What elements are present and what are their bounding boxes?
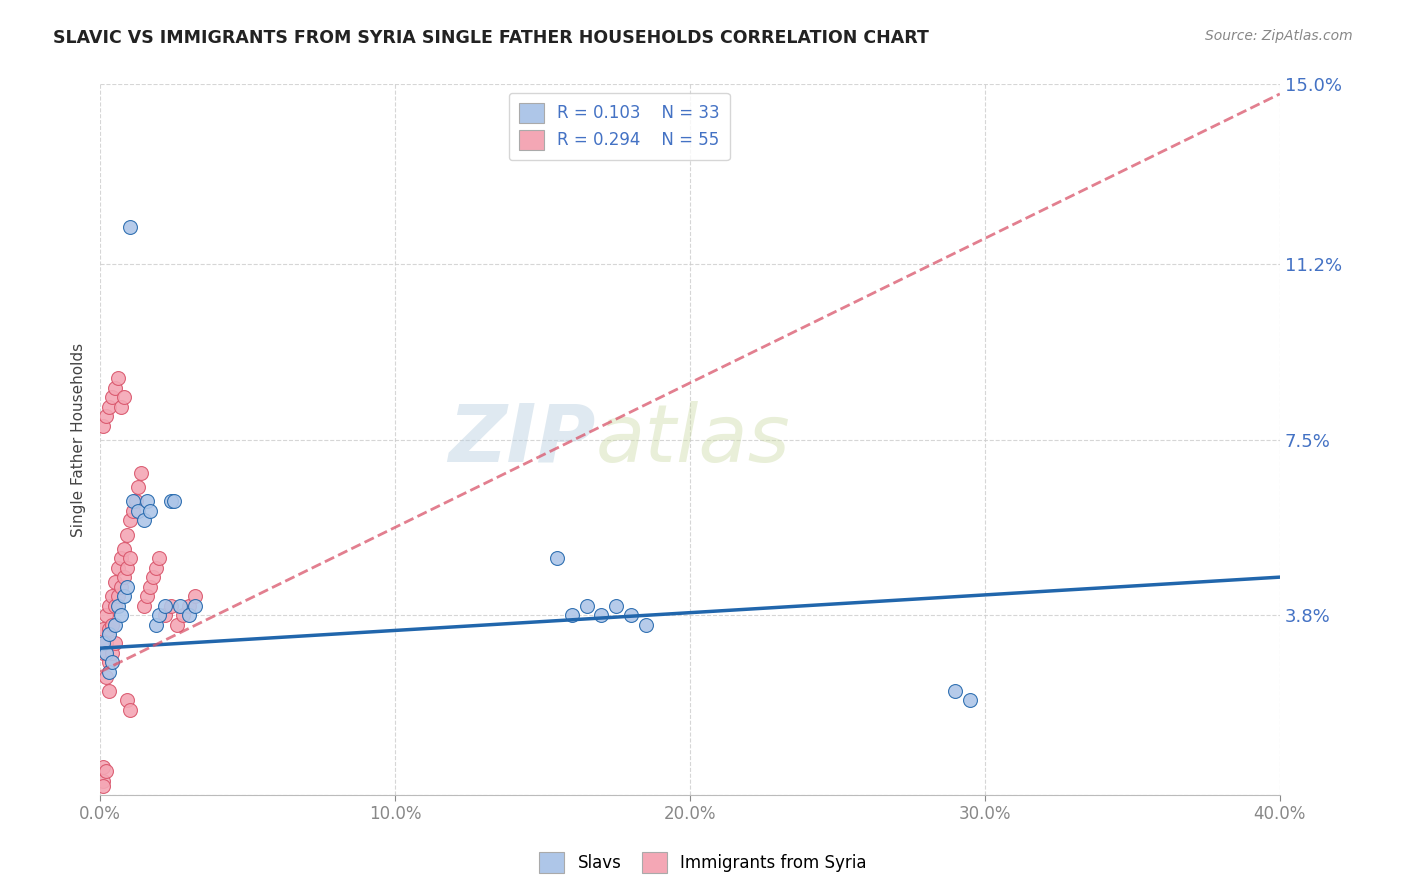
Point <box>177 608 200 623</box>
Point <box>160 599 183 613</box>
Text: atlas: atlas <box>596 401 790 479</box>
Point <box>104 617 127 632</box>
Text: ZIP: ZIP <box>449 401 596 479</box>
Point <box>112 390 135 404</box>
Point <box>115 693 138 707</box>
Point <box>575 599 598 613</box>
Point <box>134 599 156 613</box>
Legend: Slavs, Immigrants from Syria: Slavs, Immigrants from Syria <box>533 846 873 880</box>
Point <box>139 580 162 594</box>
Point <box>104 636 127 650</box>
Point <box>591 608 613 623</box>
Point <box>945 683 967 698</box>
Point <box>634 617 657 632</box>
Point <box>112 570 135 584</box>
Point <box>98 683 121 698</box>
Point <box>91 636 114 650</box>
Point <box>142 570 165 584</box>
Point <box>107 599 129 613</box>
Point <box>145 560 167 574</box>
Point <box>94 409 117 423</box>
Point <box>101 656 124 670</box>
Y-axis label: Single Father Households: Single Father Households <box>72 343 86 537</box>
Point <box>91 622 114 636</box>
Point <box>98 627 121 641</box>
Point <box>101 390 124 404</box>
Point <box>177 599 200 613</box>
Legend: R = 0.103    N = 33, R = 0.294    N = 55: R = 0.103 N = 33, R = 0.294 N = 55 <box>509 93 730 160</box>
Point <box>98 400 121 414</box>
Point <box>136 589 159 603</box>
Point <box>115 580 138 594</box>
Point <box>121 504 143 518</box>
Point <box>561 608 583 623</box>
Point <box>148 551 170 566</box>
Point <box>546 551 568 566</box>
Point <box>94 764 117 779</box>
Point <box>110 400 132 414</box>
Point <box>98 622 121 636</box>
Point <box>91 779 114 793</box>
Point <box>104 599 127 613</box>
Point <box>121 494 143 508</box>
Point <box>112 589 135 603</box>
Point <box>160 494 183 508</box>
Point <box>104 381 127 395</box>
Point <box>134 513 156 527</box>
Point <box>183 589 205 603</box>
Point <box>605 599 627 613</box>
Point <box>153 599 176 613</box>
Point <box>107 560 129 574</box>
Point <box>94 608 117 623</box>
Point <box>620 608 643 623</box>
Point <box>145 617 167 632</box>
Point <box>101 646 124 660</box>
Point <box>91 773 114 788</box>
Point <box>112 541 135 556</box>
Point <box>94 636 117 650</box>
Point <box>959 693 981 707</box>
Point <box>153 608 176 623</box>
Point <box>163 494 186 508</box>
Point <box>124 494 146 508</box>
Point <box>110 551 132 566</box>
Point <box>91 418 114 433</box>
Text: SLAVIC VS IMMIGRANTS FROM SYRIA SINGLE FATHER HOUSEHOLDS CORRELATION CHART: SLAVIC VS IMMIGRANTS FROM SYRIA SINGLE F… <box>53 29 929 46</box>
Point <box>172 608 194 623</box>
Point <box>115 560 138 574</box>
Point <box>107 589 129 603</box>
Point <box>94 646 117 660</box>
Point <box>166 617 188 632</box>
Point <box>101 589 124 603</box>
Point <box>115 527 138 541</box>
Point <box>91 646 114 660</box>
Point <box>107 371 129 385</box>
Point <box>139 504 162 518</box>
Point <box>98 599 121 613</box>
Point <box>118 703 141 717</box>
Point <box>94 670 117 684</box>
Point <box>110 608 132 623</box>
Point <box>98 656 121 670</box>
Point <box>127 504 149 518</box>
Point <box>91 759 114 773</box>
Point <box>127 480 149 494</box>
Point <box>136 494 159 508</box>
Point <box>118 219 141 234</box>
Point <box>183 599 205 613</box>
Text: Source: ZipAtlas.com: Source: ZipAtlas.com <box>1205 29 1353 43</box>
Point <box>104 574 127 589</box>
Point <box>110 580 132 594</box>
Point <box>118 513 141 527</box>
Point <box>101 617 124 632</box>
Point <box>98 665 121 679</box>
Point <box>169 599 191 613</box>
Point <box>118 551 141 566</box>
Point <box>131 466 153 480</box>
Point <box>148 608 170 623</box>
